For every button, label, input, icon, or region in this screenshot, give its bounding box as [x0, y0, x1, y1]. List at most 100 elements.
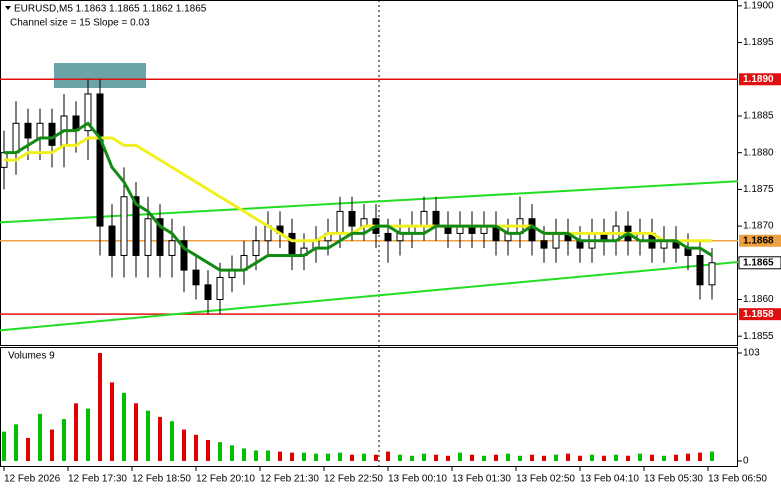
candle-body: [96, 93, 104, 227]
volume-bar: [326, 453, 330, 461]
volume-bar: [338, 452, 342, 461]
volume-bar: [50, 429, 54, 461]
candle-body: [24, 122, 32, 139]
volume-bar: [578, 455, 582, 461]
x-tick-label: 12 Feb 20:10: [196, 474, 255, 485]
volume-bar: [374, 454, 378, 461]
candle-body: [528, 218, 536, 242]
y-tick-label: 1.1900: [743, 1, 774, 12]
volume-bar: [650, 454, 654, 461]
volume-bar: [218, 442, 222, 461]
volume-bar: [494, 454, 498, 461]
indicator-label: Channel size = 15 Slope = 0.03: [10, 18, 150, 29]
volume-bar: [302, 452, 306, 461]
x-tick-label: 12 Feb 2026: [4, 474, 61, 485]
candle-body: [192, 269, 200, 286]
moving-average: [4, 121, 713, 272]
x-tick-label: 13 Feb 04:10: [580, 474, 639, 485]
price-tag: [738, 256, 781, 270]
price-tag: [739, 73, 781, 86]
volume-tick-label: 103: [743, 348, 760, 359]
y-tick-label: 1.1870: [743, 221, 774, 232]
candle-body: [156, 218, 164, 256]
price-tag-label: 1.1890: [743, 74, 774, 85]
y-tick-label: 1.1880: [743, 147, 774, 158]
moving-average: [4, 136, 712, 243]
volume-bar: [626, 455, 630, 461]
volume-tick-label: 0: [743, 456, 749, 467]
candle-body: [348, 210, 356, 227]
price-tag-label: 1.1865: [743, 257, 774, 268]
volume-bar: [38, 413, 42, 461]
volume-bar: [506, 453, 510, 461]
volume-bar: [518, 455, 522, 461]
volume-bar: [614, 454, 618, 461]
volume-bar: [170, 421, 174, 461]
volume-bar: [362, 453, 366, 461]
volume-bar: [134, 403, 138, 461]
candle-body: [540, 240, 548, 249]
volume-bar: [62, 419, 66, 461]
price-tag: [739, 234, 781, 247]
candle-body: [552, 232, 560, 249]
candle-body: [108, 225, 116, 256]
y-tick-label: 1.1855: [743, 331, 774, 342]
volume-bar: [290, 452, 294, 461]
y-tick-label: 1.1885: [743, 111, 774, 122]
volume-bar: [662, 455, 666, 461]
volume-bar: [146, 410, 150, 461]
volume-bar: [542, 455, 546, 461]
volume-title: Volumes 9: [8, 351, 55, 362]
candle-body: [384, 232, 392, 242]
candle-body: [180, 240, 188, 271]
volume-bar: [278, 451, 282, 461]
volume-bar: [206, 440, 210, 461]
volume-bar: [698, 452, 702, 461]
volume-bar: [254, 450, 258, 461]
candle-body: [696, 254, 704, 286]
candle-body: [168, 240, 176, 256]
volume-bar: [674, 454, 678, 461]
volume-bar: [398, 454, 402, 461]
volume-bar: [482, 455, 486, 461]
x-tick-label: 12 Feb 17:30: [68, 474, 127, 485]
candle-body: [12, 122, 20, 154]
volume-bar: [110, 382, 114, 461]
volume-bar: [266, 450, 270, 461]
y-tick-label: 1.1860: [743, 294, 774, 305]
candle-body: [204, 284, 212, 300]
volume-bar: [458, 452, 462, 461]
candle-body: [252, 240, 260, 256]
volume-bar: [602, 455, 606, 461]
volume-bar: [410, 455, 414, 461]
price-panel: [0, 0, 738, 346]
price-tag-label: 1.1858: [743, 309, 774, 320]
volume-bar: [566, 453, 570, 461]
price-tag: [739, 308, 781, 321]
volume-bar: [230, 445, 234, 461]
y-tick-label: 1.1895: [743, 37, 774, 48]
channel-line: [0, 261, 739, 332]
volume-bar: [386, 451, 390, 461]
candle-body: [84, 93, 92, 132]
candle-body: [216, 276, 224, 300]
volume-bar: [530, 454, 534, 461]
menu-arrow: [5, 6, 11, 10]
volume-bar: [194, 434, 198, 461]
volume-bar: [182, 429, 186, 461]
candle-body: [120, 196, 128, 256]
x-tick-label: 13 Feb 00:10: [388, 474, 447, 485]
volume-bar: [98, 353, 102, 461]
x-tick-label: 12 Feb 21:30: [260, 474, 319, 485]
volume-bar: [434, 454, 438, 461]
y-tick-label: 1.1875: [743, 184, 774, 195]
volume-bar: [86, 408, 90, 461]
x-tick-label: 13 Feb 06:50: [708, 474, 767, 485]
x-tick-label: 12 Feb 22:50: [324, 474, 383, 485]
x-tick-label: 13 Feb 05:30: [644, 474, 703, 485]
candle-body: [48, 122, 56, 146]
volume-bar: [470, 454, 474, 461]
candle-body: [336, 210, 344, 234]
volume-bar: [422, 453, 426, 461]
